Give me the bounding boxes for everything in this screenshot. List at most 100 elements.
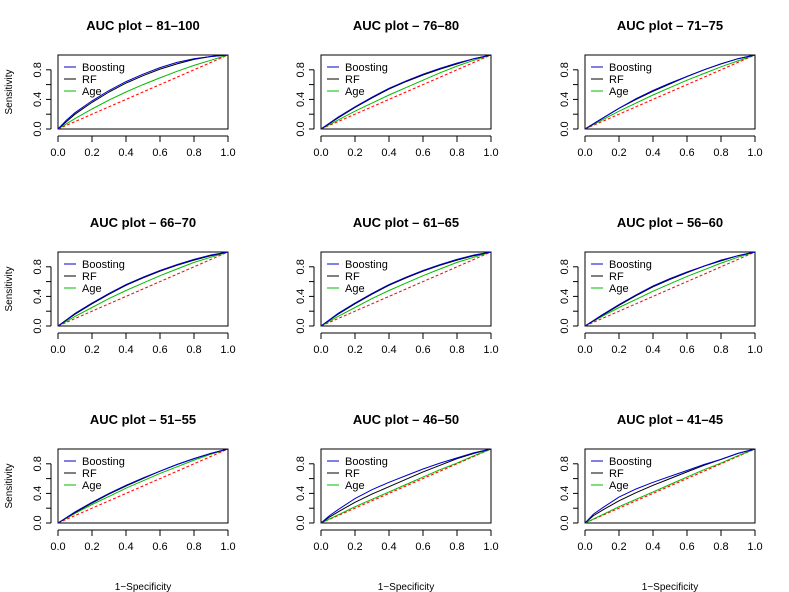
series-line-rf <box>320 54 492 130</box>
y-axis-label: Sensitivity <box>4 69 15 114</box>
x-tick-label: 0.4 <box>381 147 396 159</box>
x-tick-label: 0.6 <box>152 541 167 553</box>
x-tick-label: 1.0 <box>220 344 235 356</box>
x-tick-label: 0.4 <box>645 147 660 159</box>
y-tick-label: 0.8 <box>295 62 307 77</box>
reference-diagonal-line <box>57 54 229 130</box>
plot-frame <box>584 54 756 130</box>
y-tick-label: 0.4 <box>32 486 44 501</box>
auc-plot-panel: AUC plot – 51–55 0.0 0.2 0.4 0.6 0.8 1.0 0.0 0.4… <box>4 412 236 592</box>
x-tick-label: 1.0 <box>747 344 762 356</box>
series-line-boosting <box>320 251 492 327</box>
plot-title: AUC plot – 66–70 <box>90 215 196 230</box>
y-axis-label: Sensitivity <box>4 266 15 311</box>
y-tick-label: 0.4 <box>32 92 44 107</box>
x-tick-label: 0.4 <box>645 541 660 553</box>
x-tick-label: 0.4 <box>118 541 133 553</box>
x-tick-label: 0.2 <box>84 147 99 159</box>
x-tick-label: 0.2 <box>347 147 362 159</box>
x-tick-label: 0.6 <box>679 541 694 553</box>
plot-title: AUC plot – 71–75 <box>617 18 723 33</box>
x-tick-label: 0.6 <box>152 344 167 356</box>
series-line-rf <box>57 251 229 327</box>
x-tick-label: 1.0 <box>220 147 235 159</box>
series-line-boosting <box>320 54 492 130</box>
x-tick-label: 0.2 <box>347 541 362 553</box>
auc-plot-panel: AUC plot – 81–100 0.0 0.2 0.4 0.6 0.8 1.0 0.0 0.… <box>4 18 236 159</box>
plot-frame <box>320 448 492 524</box>
series-line-boosting <box>584 448 756 524</box>
x-tick-label: 0.2 <box>84 344 99 356</box>
x-tick-label: 0.2 <box>347 344 362 356</box>
auc-plot-panel: AUC plot – 71–75 0.0 0.2 0.4 0.6 0.8 1.0 0.0 0.4… <box>559 18 763 159</box>
plot-title: AUC plot – 41–45 <box>617 412 723 427</box>
x-tick-label: 0.6 <box>152 147 167 159</box>
x-tick-label: 0.0 <box>577 541 592 553</box>
x-tick-label: 0.0 <box>577 344 592 356</box>
plot-frame <box>320 251 492 327</box>
auc-plot-panel: AUC plot – 46–50 0.0 0.2 0.4 0.6 0.8 1.0 0.0 0.4… <box>295 412 499 592</box>
series-line-boosting <box>57 54 229 130</box>
reference-diagonal-line <box>584 251 756 327</box>
legend-label-rf: RF <box>345 468 360 480</box>
legend-label-rf: RF <box>345 74 360 86</box>
y-axis-label: Sensitivity <box>4 463 15 508</box>
x-tick-label: 0.4 <box>381 541 396 553</box>
plot-frame <box>320 54 492 130</box>
legend-label-age: Age <box>609 86 629 98</box>
y-tick-label: 0.4 <box>559 486 571 501</box>
x-tick-label: 1.0 <box>483 147 498 159</box>
y-tick-label: 0.0 <box>295 515 307 530</box>
y-tick-label: 0.0 <box>559 515 571 530</box>
series-line-age <box>57 448 229 524</box>
y-tick-label: 0.0 <box>32 318 44 333</box>
series-line-age <box>57 251 229 327</box>
y-tick-label: 0.4 <box>559 92 571 107</box>
x-tick-label: 0.0 <box>313 344 328 356</box>
y-tick-label: 0.0 <box>295 318 307 333</box>
plot-title: AUC plot – 56–60 <box>617 215 723 230</box>
plot-title: AUC plot – 76–80 <box>353 18 459 33</box>
legend-label-rf: RF <box>609 468 624 480</box>
x-tick-label: 0.8 <box>449 344 464 356</box>
y-tick-label: 0.8 <box>32 259 44 274</box>
legend-label-rf: RF <box>609 271 624 283</box>
legend-label-age: Age <box>345 86 365 98</box>
x-tick-label: 1.0 <box>747 541 762 553</box>
series-line-age <box>584 251 756 327</box>
legend-label-boosting: Boosting <box>609 259 652 271</box>
x-tick-label: 0.8 <box>449 147 464 159</box>
auc-plot-panel: AUC plot – 61–65 0.0 0.2 0.4 0.6 0.8 1.0 0.0 0.4… <box>295 215 499 356</box>
x-tick-label: 1.0 <box>483 344 498 356</box>
series-line-rf <box>584 251 756 327</box>
series-line-age <box>584 448 756 524</box>
x-tick-label: 0.6 <box>415 147 430 159</box>
plot-title: AUC plot – 46–50 <box>353 412 459 427</box>
x-tick-label: 0.8 <box>449 541 464 553</box>
y-tick-label: 0.4 <box>295 92 307 107</box>
x-tick-label: 0.8 <box>713 344 728 356</box>
y-tick-label: 0.0 <box>32 515 44 530</box>
y-tick-label: 0.8 <box>559 456 571 471</box>
legend-label-age: Age <box>609 480 629 492</box>
x-tick-label: 0.0 <box>313 147 328 159</box>
reference-diagonal-line <box>584 54 756 130</box>
y-tick-label: 0.8 <box>32 456 44 471</box>
plot-frame <box>584 448 756 524</box>
plot-title: AUC plot – 51–55 <box>90 412 196 427</box>
x-tick-label: 0.0 <box>577 147 592 159</box>
x-tick-label: 0.2 <box>84 541 99 553</box>
auc-plot-panel: AUC plot – 41–45 0.0 0.2 0.4 0.6 0.8 1.0 0.0 0.4… <box>559 412 763 592</box>
x-tick-label: 0.8 <box>186 147 201 159</box>
legend-label-boosting: Boosting <box>82 456 125 468</box>
x-tick-label: 0.0 <box>50 541 65 553</box>
reference-diagonal-line <box>57 251 229 327</box>
x-tick-label: 1.0 <box>220 541 235 553</box>
x-tick-label: 0.6 <box>679 147 694 159</box>
reference-diagonal-line <box>584 448 756 524</box>
y-tick-label: 0.8 <box>559 259 571 274</box>
auc-plot-panel: AUC plot – 66–70 0.0 0.2 0.4 0.6 0.8 1.0 0.0 0.4… <box>4 215 236 356</box>
auc-plot-panel: AUC plot – 56–60 0.0 0.2 0.4 0.6 0.8 1.0 0.0 0.4… <box>559 215 763 356</box>
y-tick-label: 0.0 <box>295 121 307 136</box>
series-line-age <box>320 54 492 130</box>
